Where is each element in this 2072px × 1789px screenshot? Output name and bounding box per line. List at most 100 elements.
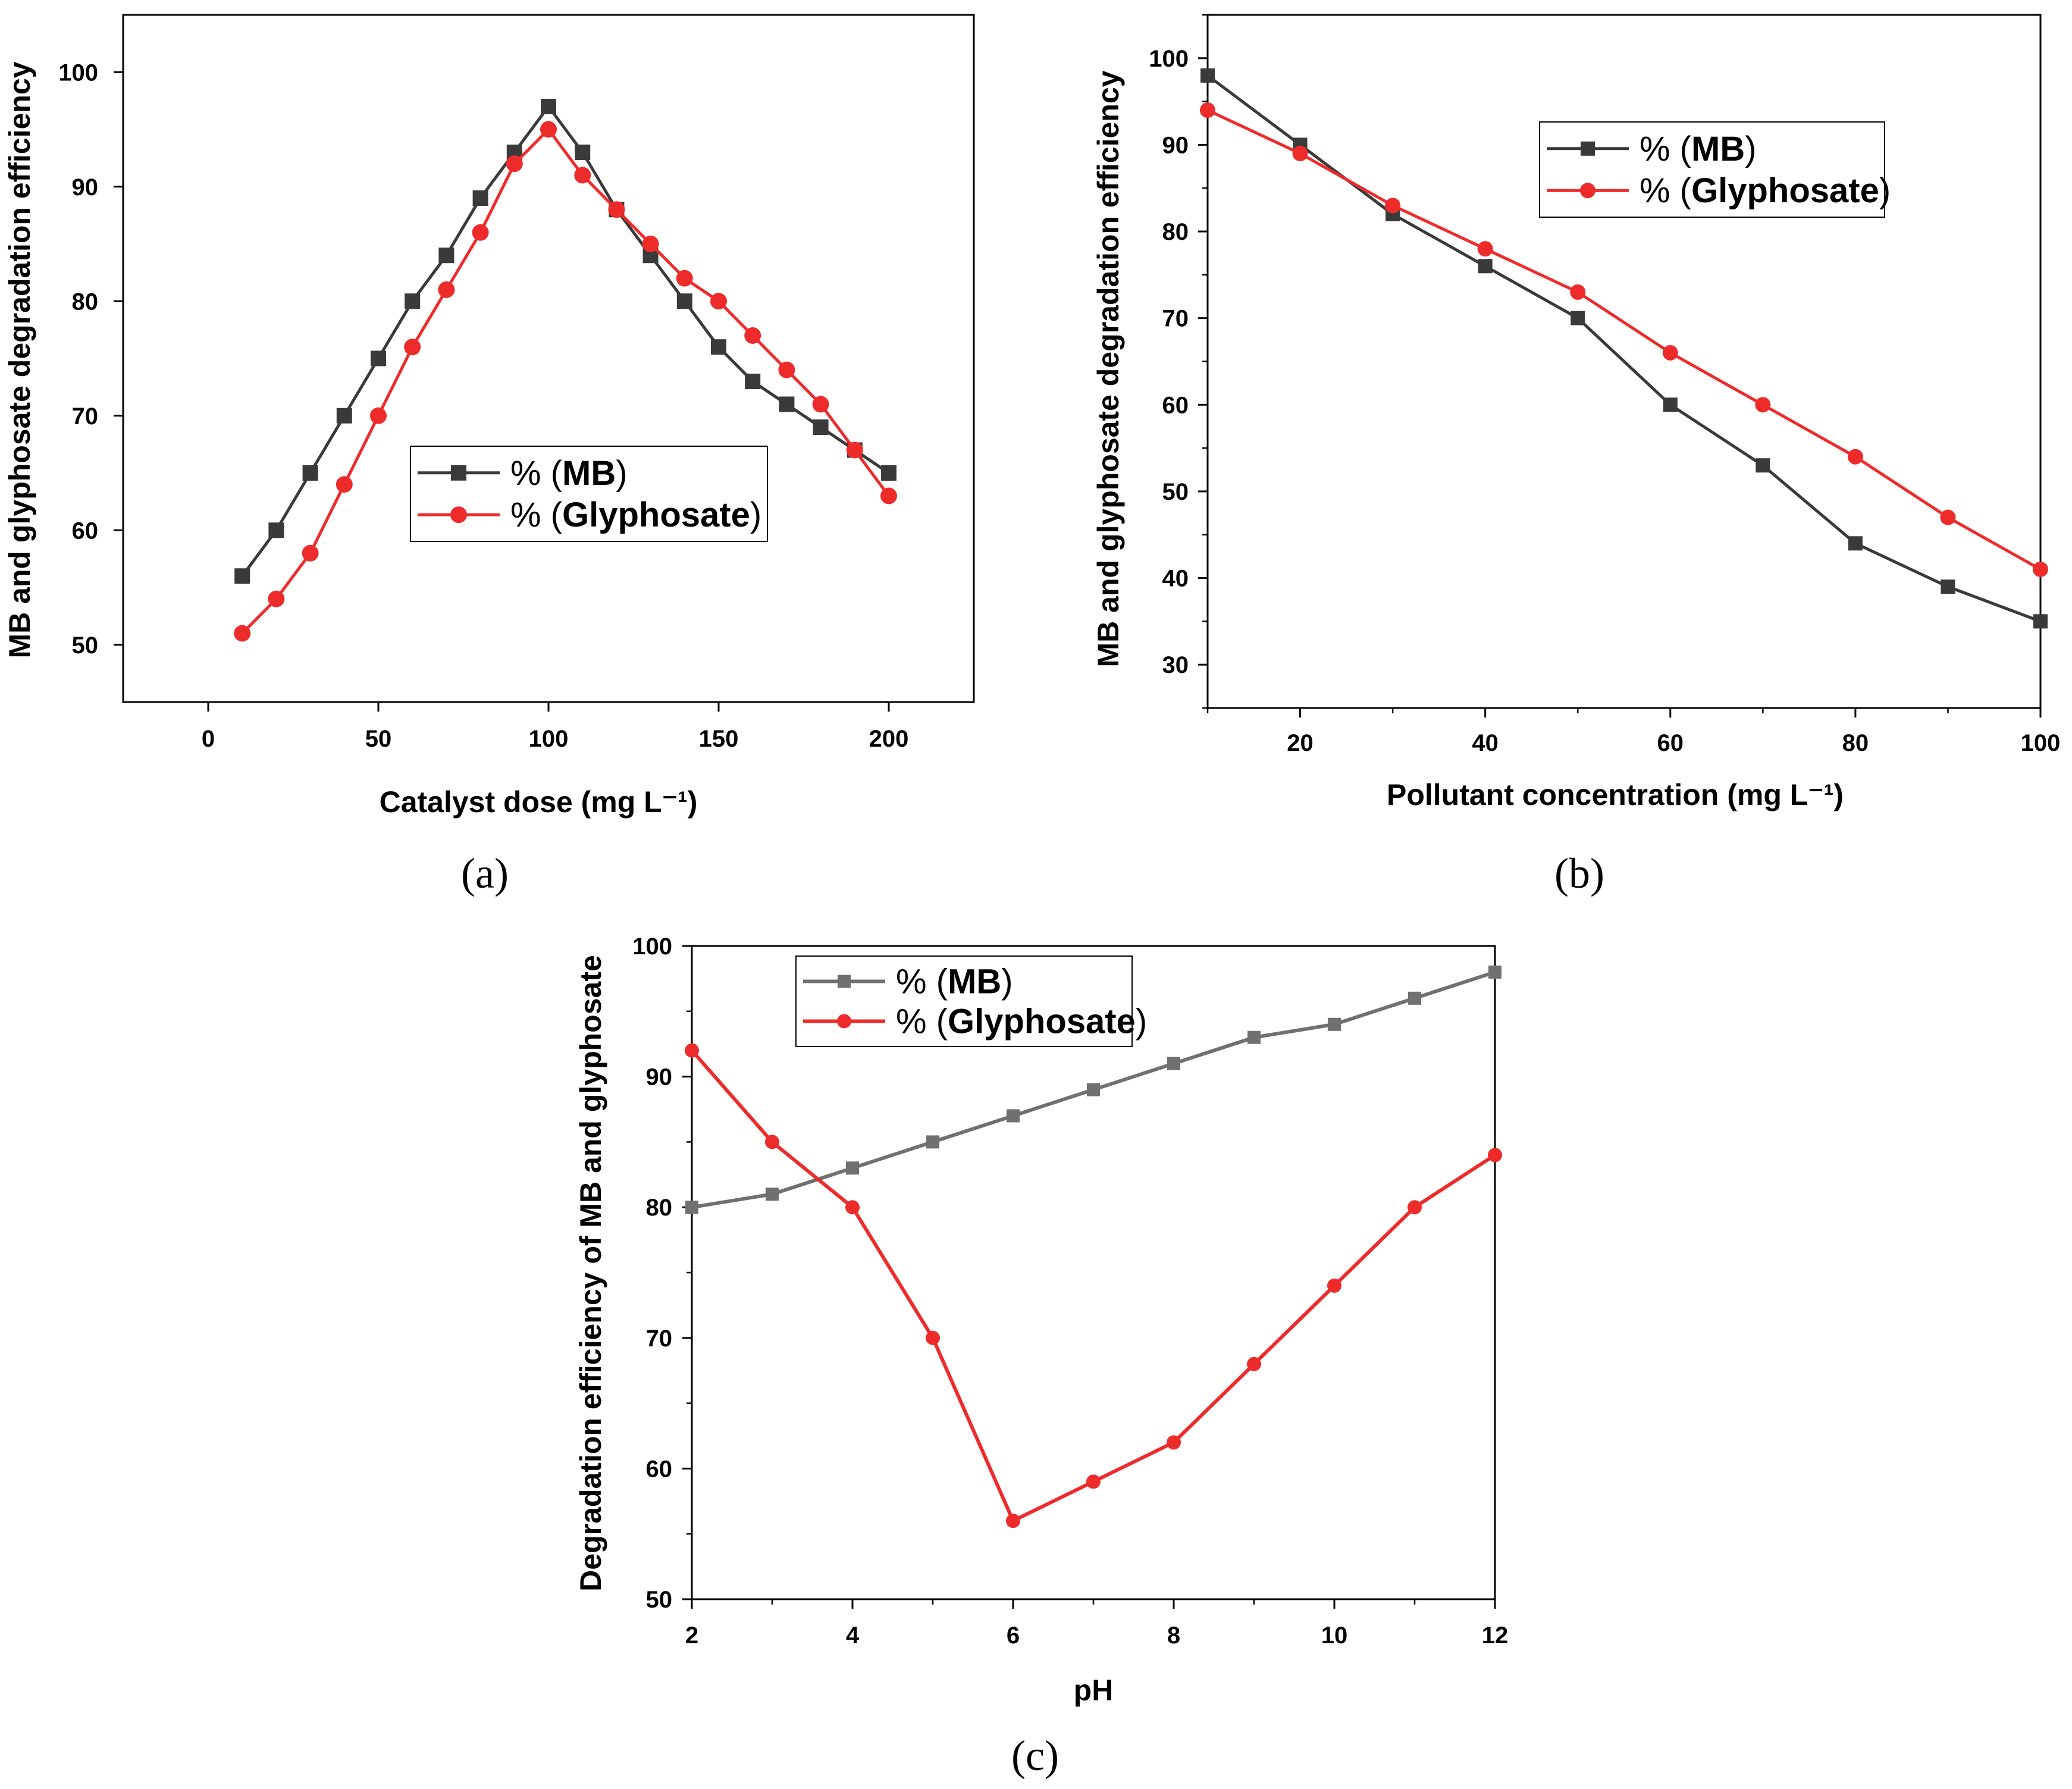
data-point-mb	[438, 247, 454, 264]
x-tick-label: 0	[202, 726, 215, 752]
data-point-glyphosate	[676, 270, 693, 287]
data-point-glyphosate	[1167, 1435, 1181, 1450]
y-tick-label: 80	[646, 1195, 673, 1221]
data-point-glyphosate	[2033, 562, 2048, 577]
data-point-mb	[779, 396, 795, 412]
x-tick-label: 4	[846, 1622, 860, 1649]
data-point-mb	[676, 293, 692, 309]
y-tick-label: 50	[1162, 479, 1189, 505]
y-tick-label: 60	[72, 518, 99, 544]
panel-label-a: (a)	[461, 850, 509, 897]
legend: % (MB)% (Glyphosate)	[795, 955, 1147, 1047]
data-point-mb	[1007, 1109, 1020, 1123]
y-tick-label: 90	[1162, 132, 1189, 158]
y-tick-label: 80	[1162, 219, 1189, 245]
data-point-mb	[371, 350, 386, 366]
x-tick-label: 200	[869, 726, 909, 752]
y-tick-label: 30	[1162, 652, 1189, 678]
data-point-glyphosate	[1570, 284, 1586, 300]
legend-label-glyphosate: % (Glyphosate)	[1640, 171, 1891, 210]
data-point-glyphosate	[1327, 1278, 1341, 1293]
y-tick-label: 100	[632, 933, 672, 960]
data-point-glyphosate	[1940, 509, 1956, 525]
data-point-glyphosate	[608, 201, 625, 218]
data-point-mb	[541, 99, 556, 114]
data-point-mb	[1478, 259, 1493, 274]
data-point-glyphosate	[1408, 1200, 1422, 1215]
chart-b: 20 40 60 80 100 30 40 50 60 70 80 90 100 Pollutant co…	[1092, 14, 2061, 812]
y-tick-label: 50	[72, 632, 99, 659]
data-point-glyphosate	[1200, 102, 1215, 118]
data-point-mb	[2033, 614, 2048, 629]
data-point-glyphosate	[1247, 1356, 1261, 1371]
data-point-glyphosate	[642, 236, 659, 252]
x-axis-title: pH	[1074, 1674, 1114, 1707]
data-point-mb	[1328, 1017, 1341, 1031]
y-tick-label: 60	[1162, 392, 1189, 418]
y-tick-label: 60	[646, 1456, 673, 1482]
data-point-mb	[1200, 68, 1215, 83]
data-point-mb	[881, 465, 896, 481]
x-tick-label: 6	[1007, 1622, 1020, 1649]
legend-label-glyphosate: % (Glyphosate)	[896, 1002, 1147, 1041]
data-point-glyphosate	[540, 121, 557, 138]
legend-marker-mb	[838, 975, 851, 988]
data-point-mb	[685, 1201, 698, 1214]
series-line-glyphosate	[1206, 108, 2042, 571]
legend-label-mb: % (MB)	[510, 454, 628, 493]
data-point-glyphosate	[1847, 449, 1863, 465]
data-point-mb	[1941, 579, 1955, 594]
data-point-mb	[926, 1135, 939, 1149]
legend-label-mb: % (MB)	[1640, 130, 1757, 168]
y-axis-title: MB and glyphosate degradation efficiency	[3, 61, 36, 658]
data-point-glyphosate	[438, 281, 455, 298]
data-point-mb	[1087, 1083, 1100, 1096]
data-point-glyphosate	[710, 293, 727, 310]
legend-box	[410, 446, 768, 542]
legend-marker-glyphosate	[1580, 183, 1595, 199]
data-point-glyphosate	[370, 407, 387, 424]
legend: % (MB)% (Glyphosate)	[1539, 121, 1891, 218]
legend-box	[1539, 121, 1885, 218]
data-point-mb	[1247, 1030, 1261, 1044]
data-point-mb	[1571, 311, 1585, 325]
x-tick-label: 12	[1482, 1622, 1509, 1649]
x-tick-label: 10	[1321, 1622, 1348, 1649]
data-point-glyphosate	[302, 544, 319, 562]
legend-label-mb: % (MB)	[896, 963, 1013, 1001]
x-tick-label: 100	[529, 726, 569, 752]
x-tick-label: 60	[1657, 730, 1684, 756]
data-point-glyphosate	[846, 441, 863, 459]
data-point-mb	[1663, 397, 1678, 412]
data-point-mb	[1408, 991, 1421, 1005]
chart-a: 0 50 100 150 200 50 60 70 80 90 100 Catalyst dose (…	[3, 14, 975, 819]
data-point-glyphosate	[472, 224, 489, 241]
data-point-glyphosate	[926, 1330, 940, 1345]
data-point-glyphosate	[685, 1043, 699, 1058]
y-tick-label: 70	[646, 1326, 673, 1352]
data-point-glyphosate	[778, 361, 795, 378]
data-point-mb	[711, 339, 726, 355]
x-tick-label: 40	[1472, 730, 1499, 756]
x-tick-label: 100	[2021, 730, 2061, 756]
data-point-glyphosate	[1488, 1148, 1502, 1163]
data-point-mb	[575, 145, 591, 160]
x-tick-label: 80	[1842, 730, 1869, 756]
data-point-glyphosate	[1662, 344, 1678, 361]
data-point-mb	[336, 408, 352, 424]
data-point-mb	[1848, 536, 1863, 551]
data-point-mb	[472, 190, 488, 206]
data-point-glyphosate	[744, 327, 761, 344]
data-point-glyphosate	[1477, 241, 1493, 257]
data-point-glyphosate	[404, 339, 421, 356]
legend-marker-glyphosate	[837, 1014, 851, 1029]
series-line-glyphosate	[690, 1049, 1496, 1523]
data-point-mb	[234, 568, 250, 584]
x-axis-title: Pollutant concentration (mg L⁻¹)	[1387, 778, 1844, 812]
data-point-glyphosate	[812, 396, 829, 413]
data-point-mb	[766, 1188, 779, 1201]
legend-marker-mb	[1581, 141, 1595, 156]
data-point-glyphosate	[880, 487, 897, 505]
data-point-glyphosate	[1755, 397, 1771, 413]
